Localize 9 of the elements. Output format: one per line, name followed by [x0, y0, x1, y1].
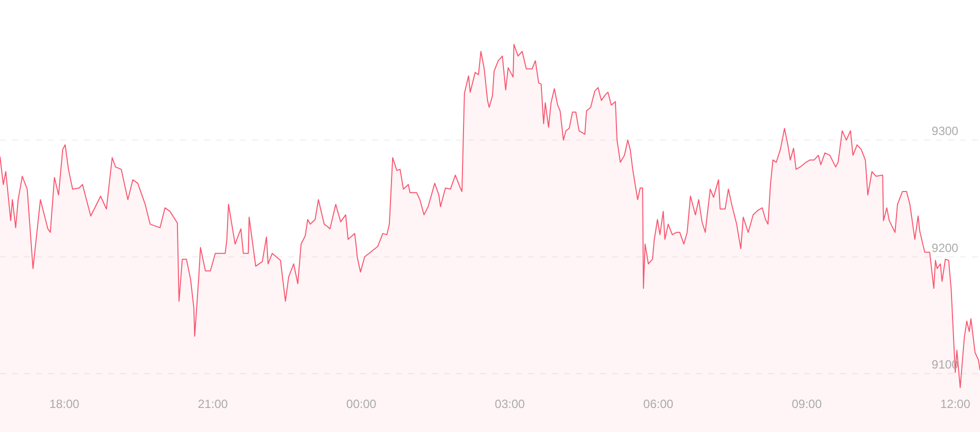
x-tick-label: 06:00 [643, 397, 674, 411]
x-tick-label: 18:00 [49, 397, 80, 411]
y-tick-label: 9200 [932, 240, 959, 255]
x-tick-label: 00:00 [346, 397, 377, 411]
y-tick-label: 9300 [932, 124, 959, 138]
x-tick-label: 03:00 [494, 397, 526, 411]
x-tick-label: 12:00 [940, 397, 971, 411]
x-tick-label: 09:00 [792, 397, 822, 411]
x-tick-label: 21:00 [198, 397, 228, 411]
